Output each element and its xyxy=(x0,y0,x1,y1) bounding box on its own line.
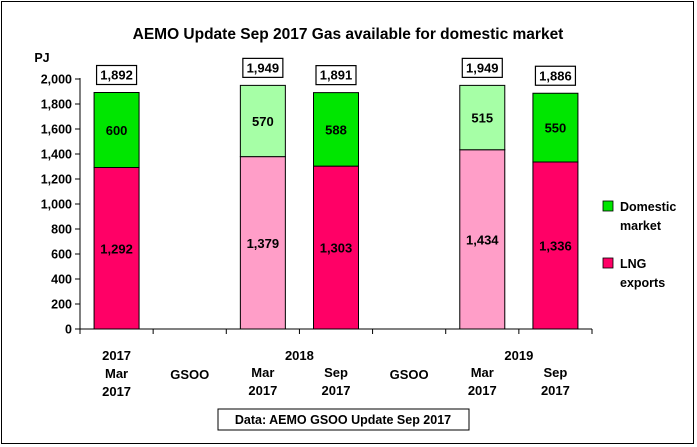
total-label-box xyxy=(461,57,503,78)
y-tick-label: 1,600 xyxy=(41,123,72,137)
source-note-box xyxy=(217,408,470,431)
data-label-lng: 1,434 xyxy=(466,232,499,247)
x-category-label: 2017 xyxy=(541,383,570,398)
data-label-lng: 1,336 xyxy=(539,239,572,254)
data-label-lng: 1,292 xyxy=(100,241,133,256)
total-label-box xyxy=(242,57,284,78)
data-label-lng: 1,303 xyxy=(320,241,353,256)
y-tick-label: 2,000 xyxy=(41,73,72,87)
data-label-domestic: 570 xyxy=(252,114,274,129)
data-label-total: 1,886 xyxy=(539,68,572,83)
data-label-domestic: 600 xyxy=(106,123,128,138)
x-category-label: GSOO xyxy=(170,367,209,382)
y-tick-label: 200 xyxy=(51,298,72,312)
data-label-total: 1,891 xyxy=(320,68,353,83)
x-category-label: 2017 xyxy=(102,384,131,399)
total-label-box xyxy=(534,65,577,86)
legend-label-lng: LNG xyxy=(620,257,646,271)
x-category-label: Sep xyxy=(324,365,348,380)
x-category-label: 2017 xyxy=(248,383,277,398)
x-category-label: 2017 xyxy=(322,383,351,398)
legend-swatch-lng xyxy=(602,257,614,269)
bar-lng-exports xyxy=(532,161,579,330)
y-axis-label: PJ xyxy=(34,51,49,65)
bar-lng-exports xyxy=(313,165,359,330)
bar-lng-exports xyxy=(93,167,140,330)
y-tick-label: 1,400 xyxy=(41,148,72,162)
data-label-total: 1,949 xyxy=(466,60,499,75)
x-category-label: Sep xyxy=(544,365,568,380)
data-label-domestic: 588 xyxy=(325,122,347,137)
legend-swatch-domestic xyxy=(602,200,614,212)
bar-domestic-market xyxy=(93,92,140,168)
y-tick-label: 1,800 xyxy=(41,98,72,112)
data-label-lng: 1,379 xyxy=(247,236,280,251)
x-group-label: 2018 xyxy=(285,348,314,363)
bar-domestic-market xyxy=(313,92,359,167)
data-label-total: 1,949 xyxy=(247,60,280,75)
y-tick-label: 400 xyxy=(51,273,72,287)
x-category-label: Mar xyxy=(251,365,274,380)
bar-domestic-market xyxy=(239,84,286,158)
legend-label-domestic: Domestic xyxy=(620,200,676,214)
y-tick-label: 600 xyxy=(51,248,72,262)
source-note: Data: AEMO GSOO Update Sep 2017 xyxy=(235,413,451,427)
y-tick-label: 1,200 xyxy=(41,173,72,187)
bar-domestic-market xyxy=(532,92,579,163)
data-label-total: 1,892 xyxy=(100,68,133,83)
y-tick-label: 0 xyxy=(65,323,72,337)
x-category-label: 2017 xyxy=(468,383,497,398)
bar-lng-exports xyxy=(459,149,506,330)
total-label-box xyxy=(315,65,357,86)
x-category-label: 2017 xyxy=(102,348,131,363)
x-category-label: Mar xyxy=(471,365,494,380)
y-tick-label: 1,000 xyxy=(41,198,72,212)
x-category-label: Mar xyxy=(105,366,128,381)
x-group-label: 2019 xyxy=(504,348,533,363)
legend-label-lng: exports xyxy=(620,276,665,290)
bar-domestic-market xyxy=(459,84,506,151)
y-tick-label: 800 xyxy=(51,223,72,237)
total-label-box xyxy=(95,64,138,86)
data-label-domestic: 515 xyxy=(471,111,493,126)
legend-label-domestic: market xyxy=(620,219,662,233)
x-category-label: GSOO xyxy=(390,367,429,382)
chart-title: AEMO Update Sep 2017 Gas available for d… xyxy=(133,26,564,43)
data-label-domestic: 550 xyxy=(545,121,567,136)
